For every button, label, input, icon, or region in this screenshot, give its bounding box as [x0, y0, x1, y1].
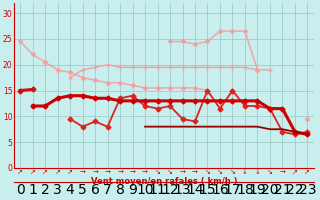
X-axis label: Vent moyen/en rafales ( km/h ): Vent moyen/en rafales ( km/h ) — [91, 177, 237, 186]
